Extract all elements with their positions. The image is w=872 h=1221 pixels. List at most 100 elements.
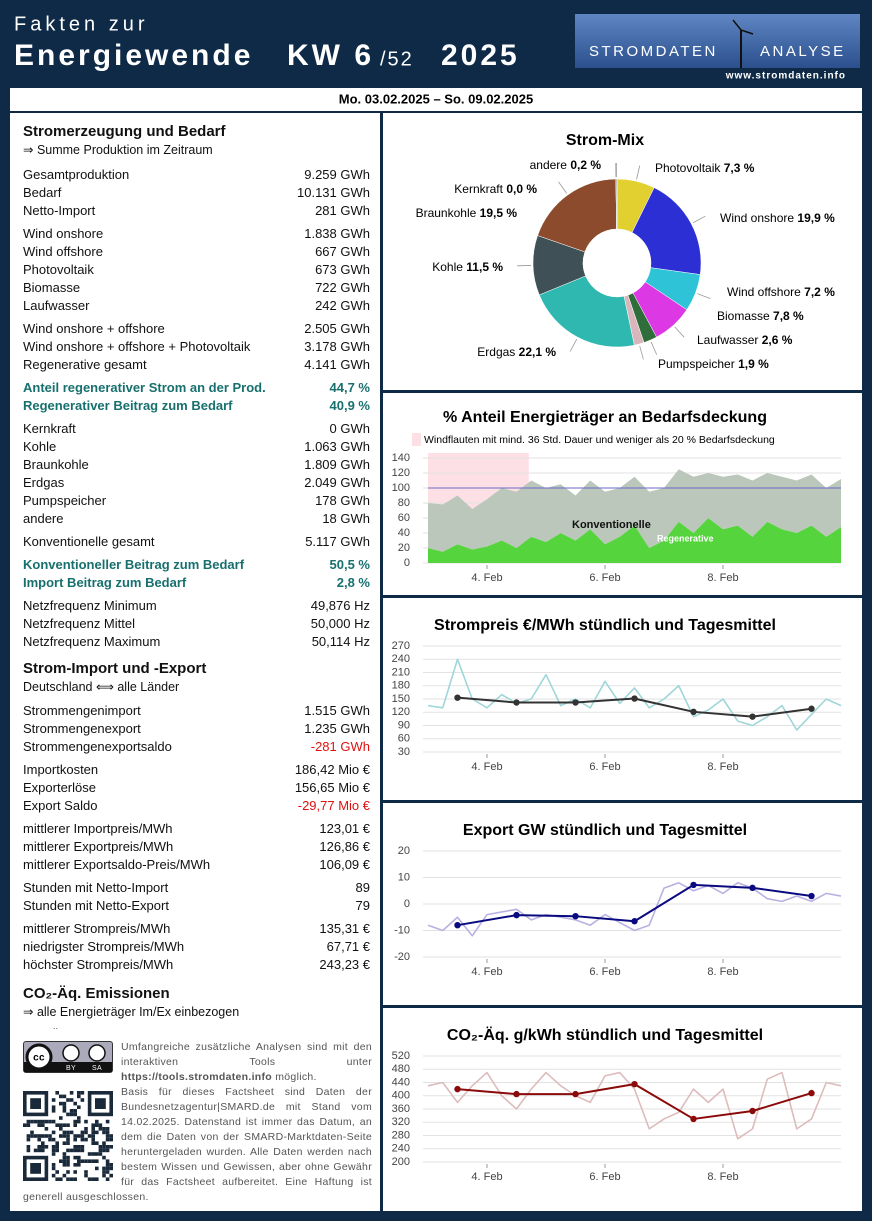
stat-label: Strommengenexportsaldo	[23, 739, 172, 754]
stat-row: mittlerer Strompreis/MWh 135,31 €	[23, 920, 370, 938]
qr-cell	[59, 1101, 63, 1106]
mean-marker	[749, 884, 756, 892]
stat-row: Kohle 1.063 GWh	[23, 438, 370, 456]
y-tick-label: 100	[392, 482, 410, 494]
y-tick-label: 60	[398, 733, 410, 745]
y-tick-label: 240	[392, 1143, 410, 1155]
qr-cell	[62, 1155, 67, 1160]
qr-cell	[48, 1119, 52, 1124]
section-note: ..	[53, 1021, 59, 1031]
stat-row: Photovoltaik 673 GWh	[23, 261, 370, 279]
qr-cell	[102, 1173, 106, 1178]
chart-title: CO₂-Äq. g/kWh stündlich und Tagesmittel	[447, 1026, 763, 1044]
stat-value: 50,114 Hz	[311, 634, 370, 649]
stat-label: Konventionelle gesamt	[23, 534, 155, 549]
pie-value-label: 2,6 %	[762, 333, 793, 347]
stat-value: 5.117 GWh	[305, 534, 370, 549]
qr-cell	[37, 1134, 41, 1138]
qr-cell	[102, 1145, 106, 1149]
qr-cell	[109, 1137, 113, 1142]
stat-label: Gesamtproduktion	[23, 167, 130, 182]
stat-group: Anteil regenerativer Strom an der Prod. 4…	[23, 379, 370, 415]
stat-group: Wind onshore + offshore 2.505 GWh Wind ons…	[23, 320, 370, 374]
x-tick-label: 4. Feb	[471, 966, 502, 978]
qr-cell	[44, 1119, 49, 1124]
x-tick-label: 8. Feb	[707, 1171, 738, 1183]
qr-cell	[41, 1141, 45, 1145]
qr-cell	[69, 1098, 74, 1102]
qr-cell	[105, 1145, 110, 1149]
section-subtitle: Deutschland ⟺ alle Länder	[23, 680, 180, 694]
stat-row: Import Beitrag zum Bedarf 2,8 %	[23, 574, 370, 592]
qr-cell	[105, 1127, 110, 1131]
stat-label: Netzfrequenz Mittel	[23, 616, 135, 631]
stat-label: Netzfrequenz Maximum	[23, 634, 161, 649]
mean-marker	[513, 699, 520, 706]
qr-cell	[62, 1123, 67, 1127]
tools-url[interactable]: https://tools.stromdaten.info	[121, 1071, 273, 1083]
stat-label: Pumpspeicher	[23, 493, 107, 508]
qr-finder	[30, 1098, 41, 1109]
qr-cell	[62, 1152, 67, 1156]
qr-cell	[80, 1148, 85, 1153]
chart-title: Strom-Mix	[566, 132, 644, 149]
x-tick-label: 6. Feb	[589, 1171, 620, 1183]
stat-value: 1.838 GWh	[304, 226, 370, 241]
qr-cell	[66, 1155, 70, 1160]
shaded-legend-key	[412, 433, 421, 446]
x-tick-label: 8. Feb	[707, 761, 738, 773]
stat-value: 156,65 Mio €	[294, 780, 370, 795]
stat-label: Laufwasser	[23, 298, 90, 313]
date-range: Mo. 03.02.2025 – So. 09.02.2025	[339, 91, 533, 106]
qr-cell	[55, 1091, 59, 1095]
stat-value: 1.063 GWh	[304, 439, 370, 454]
chart-title: Strompreis €/MWh stündlich und Tagesmitt…	[434, 617, 776, 634]
qr-cell	[55, 1141, 59, 1145]
x-tick-label: 6. Feb	[589, 966, 620, 978]
stat-row: Netzfrequenz Maximum 50,114 Hz	[23, 633, 370, 651]
y-tick-label: 140	[392, 452, 410, 464]
stat-label: Netzfrequenz Minimum	[23, 598, 157, 613]
header-line1: Fakten zur	[14, 13, 148, 35]
tools-note: Umfangreiche zusätzliche Analysen sind m…	[23, 1040, 372, 1085]
stat-value: 50,5 %	[329, 557, 370, 572]
stat-row: höchster Strompreis/MWh 243,23 €	[23, 956, 370, 974]
qr-cell	[41, 1134, 45, 1138]
qr-cell	[95, 1159, 99, 1163]
qr-cell	[69, 1130, 74, 1135]
stat-value: 722 GWh	[315, 280, 370, 295]
qr-cell	[105, 1170, 110, 1174]
y-tick-label: 240	[392, 653, 410, 665]
qr-cell	[84, 1130, 88, 1135]
qr-cell	[66, 1163, 70, 1167]
qr-cell	[102, 1155, 106, 1160]
stat-label: Netto-Import	[23, 203, 96, 218]
stat-label: Regenerativer Beitrag zum Bedarf	[23, 398, 233, 413]
qr-cell	[98, 1145, 103, 1149]
stat-value: 18 GWh	[322, 511, 370, 526]
qr-cell	[91, 1137, 95, 1142]
stat-label: Regenerative gesamt	[23, 357, 147, 372]
qr-code	[23, 1091, 113, 1181]
x-tick-label: 6. Feb	[589, 572, 620, 584]
qr-cell	[44, 1145, 49, 1149]
qr-cell	[95, 1141, 99, 1145]
stat-row: andere 18 GWh	[23, 510, 370, 528]
stat-row: mittlerer Exportpreis/MWh 126,86 €	[23, 838, 370, 856]
y-tick-label: 150	[392, 693, 410, 705]
qr-cell	[26, 1123, 31, 1127]
qr-cell	[73, 1145, 77, 1149]
qr-cell	[66, 1137, 70, 1142]
stat-label: Wind onshore + offshore	[23, 321, 165, 336]
stat-row: Stunden mit Netto-Export 79	[23, 897, 370, 915]
mean-marker	[690, 881, 697, 889]
qr-cell	[62, 1173, 67, 1178]
line	[427, 882, 842, 937]
mean-marker	[454, 1085, 461, 1093]
qr-cell	[105, 1137, 110, 1142]
stat-row: Kernkraft 0 GWh	[23, 420, 370, 438]
line	[427, 1071, 842, 1140]
y-tick-label: 480	[392, 1063, 410, 1075]
svg-text:cc: cc	[33, 1053, 45, 1064]
stat-label: Bedarf	[23, 185, 62, 200]
